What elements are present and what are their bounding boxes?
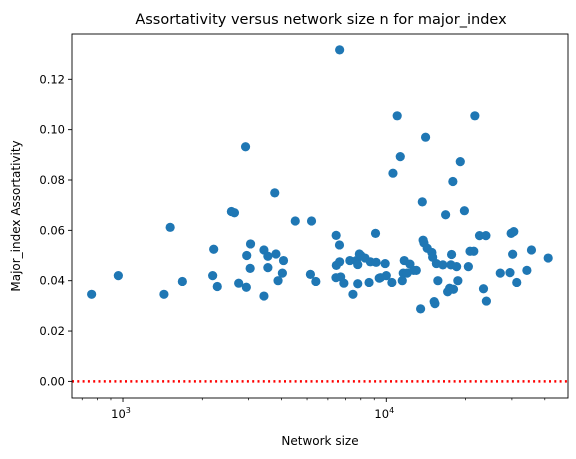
y-axis-ticks: 0.00 0.02 0.04 0.06 0.08 0.10 0.12	[39, 72, 72, 388]
data-point	[430, 299, 440, 309]
data-point	[380, 258, 390, 269]
data-point	[245, 263, 255, 273]
data-point	[241, 282, 251, 292]
data-point	[345, 255, 355, 266]
data-point	[370, 228, 381, 238]
data-point	[481, 296, 491, 306]
data-point	[278, 255, 289, 266]
data-point	[387, 277, 397, 288]
data-point	[455, 157, 465, 167]
data-point	[348, 289, 358, 299]
data-point	[420, 132, 431, 142]
x-tick-label: 104	[374, 406, 394, 421]
data-point	[395, 151, 405, 162]
data-point	[273, 276, 283, 286]
data-point	[416, 304, 426, 314]
data-point	[543, 253, 553, 263]
plot-frame	[71, 33, 569, 399]
data-point	[305, 269, 316, 279]
data-point	[212, 281, 222, 292]
data-point	[335, 257, 345, 267]
data-point	[339, 278, 349, 288]
data-point	[392, 111, 402, 121]
data-point	[353, 259, 363, 270]
data-point	[113, 271, 123, 281]
data-point	[234, 278, 244, 288]
data-point	[165, 222, 175, 232]
data-point	[469, 246, 479, 256]
data-point	[509, 227, 519, 237]
data-point	[448, 176, 458, 187]
data-point	[452, 262, 462, 272]
data-point	[263, 251, 273, 261]
y-tick-label: 0.02	[39, 324, 65, 338]
data-point	[177, 276, 187, 287]
data-point	[311, 276, 321, 287]
data-point	[388, 168, 398, 178]
data-point	[371, 257, 381, 267]
data-point	[208, 271, 218, 281]
data-point	[209, 244, 219, 254]
y-tick-label: 0.00	[39, 374, 65, 388]
y-tick-label: 0.04	[39, 274, 65, 288]
data-point	[508, 249, 518, 259]
data-point	[277, 268, 287, 278]
data-point	[87, 289, 97, 299]
data-point	[242, 250, 252, 261]
data-points	[87, 45, 553, 314]
data-point	[263, 263, 273, 273]
data-point	[245, 239, 256, 249]
chart-title: Assortativity versus network size n for …	[135, 12, 507, 28]
data-point	[505, 268, 515, 278]
data-point	[306, 216, 317, 226]
data-point	[526, 245, 537, 255]
data-point	[495, 268, 505, 278]
data-point	[353, 279, 363, 289]
data-point	[453, 276, 463, 286]
data-point	[259, 291, 269, 301]
data-point	[459, 206, 469, 216]
x-tick-label: 103	[111, 406, 131, 421]
data-point	[334, 240, 345, 250]
y-tick-label: 0.08	[39, 173, 65, 187]
data-point	[463, 262, 473, 272]
data-point	[271, 249, 281, 259]
data-point	[381, 271, 391, 281]
data-point	[441, 210, 451, 220]
data-point	[290, 216, 300, 226]
data-point	[470, 111, 480, 121]
x-axis-label: Network size	[281, 434, 358, 448]
data-point	[522, 265, 532, 275]
data-point	[397, 276, 407, 286]
data-point	[433, 276, 443, 286]
data-point	[335, 45, 345, 55]
data-point	[446, 249, 457, 260]
y-tick-label: 0.12	[39, 72, 65, 86]
data-point	[240, 142, 251, 152]
data-point	[438, 260, 448, 270]
data-point	[331, 230, 341, 240]
y-tick-label: 0.06	[39, 223, 65, 237]
data-point	[512, 277, 522, 288]
data-point	[229, 208, 240, 218]
data-point	[411, 265, 421, 275]
data-point	[270, 188, 280, 198]
data-point	[159, 289, 169, 299]
data-point	[481, 231, 491, 241]
y-axis-label: Major_index Assortativity	[9, 140, 23, 291]
x-axis-ticks: 103 104	[81, 398, 546, 421]
data-point	[474, 231, 485, 241]
data-point	[364, 277, 374, 288]
data-point	[448, 284, 459, 294]
data-point	[417, 197, 427, 207]
y-tick-label: 0.10	[39, 123, 65, 137]
data-point	[478, 284, 489, 294]
